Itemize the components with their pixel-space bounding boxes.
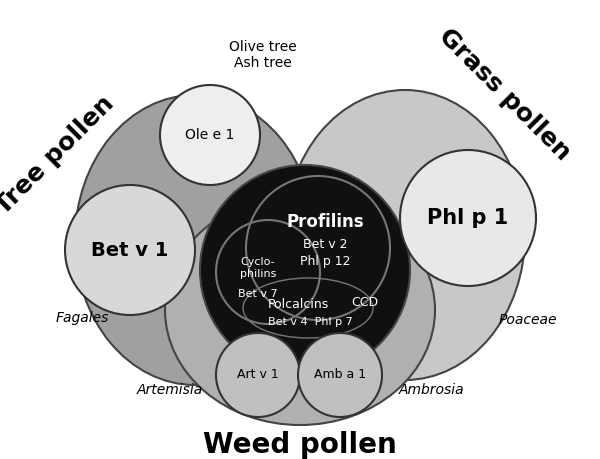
Text: Cyclo-
philins: Cyclo- philins — [240, 257, 276, 279]
Circle shape — [65, 185, 195, 315]
Ellipse shape — [165, 195, 435, 425]
Circle shape — [216, 333, 300, 417]
Text: Poaceae: Poaceae — [499, 313, 557, 327]
Circle shape — [298, 333, 382, 417]
Text: Amb a 1: Amb a 1 — [314, 369, 366, 381]
Text: Weed pollen: Weed pollen — [203, 431, 397, 459]
Text: Ole e 1: Ole e 1 — [185, 128, 235, 142]
Text: Grass pollen: Grass pollen — [434, 24, 575, 166]
Text: Olive tree
Ash tree: Olive tree Ash tree — [229, 40, 297, 70]
Text: Profilins: Profilins — [286, 213, 364, 231]
Text: Phl p 12: Phl p 12 — [300, 256, 350, 269]
Text: Phl p 1: Phl p 1 — [427, 208, 509, 228]
Text: Bet v 2: Bet v 2 — [303, 237, 347, 251]
Circle shape — [400, 150, 536, 286]
Text: Bet v 4  Phl p 7: Bet v 4 Phl p 7 — [268, 317, 352, 327]
Text: Ambrosia: Ambrosia — [399, 383, 465, 397]
Circle shape — [160, 85, 260, 185]
Text: Polcalcins: Polcalcins — [268, 298, 329, 312]
Circle shape — [200, 165, 410, 375]
Ellipse shape — [285, 90, 525, 380]
Text: Tree pollen: Tree pollen — [0, 91, 119, 219]
Text: Bet v 1: Bet v 1 — [91, 241, 169, 259]
Text: Art v 1: Art v 1 — [237, 369, 279, 381]
Text: Fagales: Fagales — [55, 311, 109, 325]
Text: Bet v 7: Bet v 7 — [238, 289, 278, 299]
Ellipse shape — [75, 95, 315, 385]
Text: Artemisia: Artemisia — [137, 383, 203, 397]
Text: CCD: CCD — [352, 296, 379, 308]
